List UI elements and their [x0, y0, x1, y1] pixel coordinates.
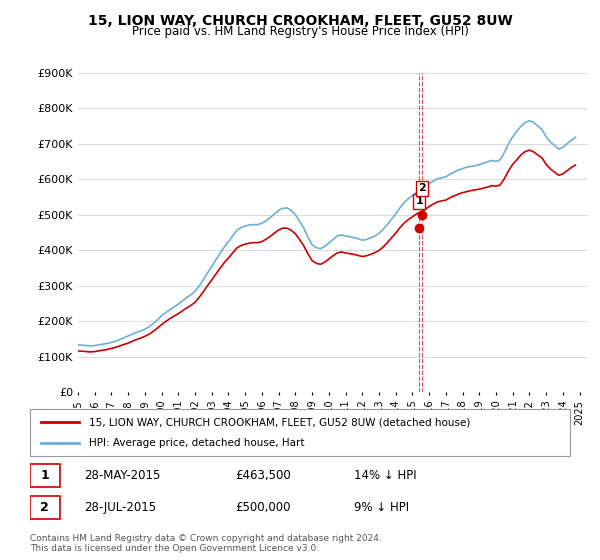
Text: HPI: Average price, detached house, Hart: HPI: Average price, detached house, Hart [89, 438, 305, 448]
Text: £500,000: £500,000 [235, 501, 290, 514]
Text: 28-MAY-2015: 28-MAY-2015 [84, 469, 160, 482]
Text: 28-JUL-2015: 28-JUL-2015 [84, 501, 156, 514]
Text: 1: 1 [415, 197, 423, 206]
Text: 2: 2 [40, 501, 49, 514]
Text: 14% ↓ HPI: 14% ↓ HPI [354, 469, 416, 482]
FancyBboxPatch shape [30, 409, 570, 456]
FancyBboxPatch shape [30, 496, 60, 519]
Text: 9% ↓ HPI: 9% ↓ HPI [354, 501, 409, 514]
Text: 15, LION WAY, CHURCH CROOKHAM, FLEET, GU52 8UW: 15, LION WAY, CHURCH CROOKHAM, FLEET, GU… [88, 14, 512, 28]
Text: Price paid vs. HM Land Registry's House Price Index (HPI): Price paid vs. HM Land Registry's House … [131, 25, 469, 38]
Text: 15, LION WAY, CHURCH CROOKHAM, FLEET, GU52 8UW (detached house): 15, LION WAY, CHURCH CROOKHAM, FLEET, GU… [89, 417, 471, 427]
Text: £463,500: £463,500 [235, 469, 291, 482]
Text: 2: 2 [418, 183, 426, 193]
FancyBboxPatch shape [30, 464, 60, 487]
Text: 1: 1 [40, 469, 49, 482]
Text: Contains HM Land Registry data © Crown copyright and database right 2024.
This d: Contains HM Land Registry data © Crown c… [30, 534, 382, 553]
